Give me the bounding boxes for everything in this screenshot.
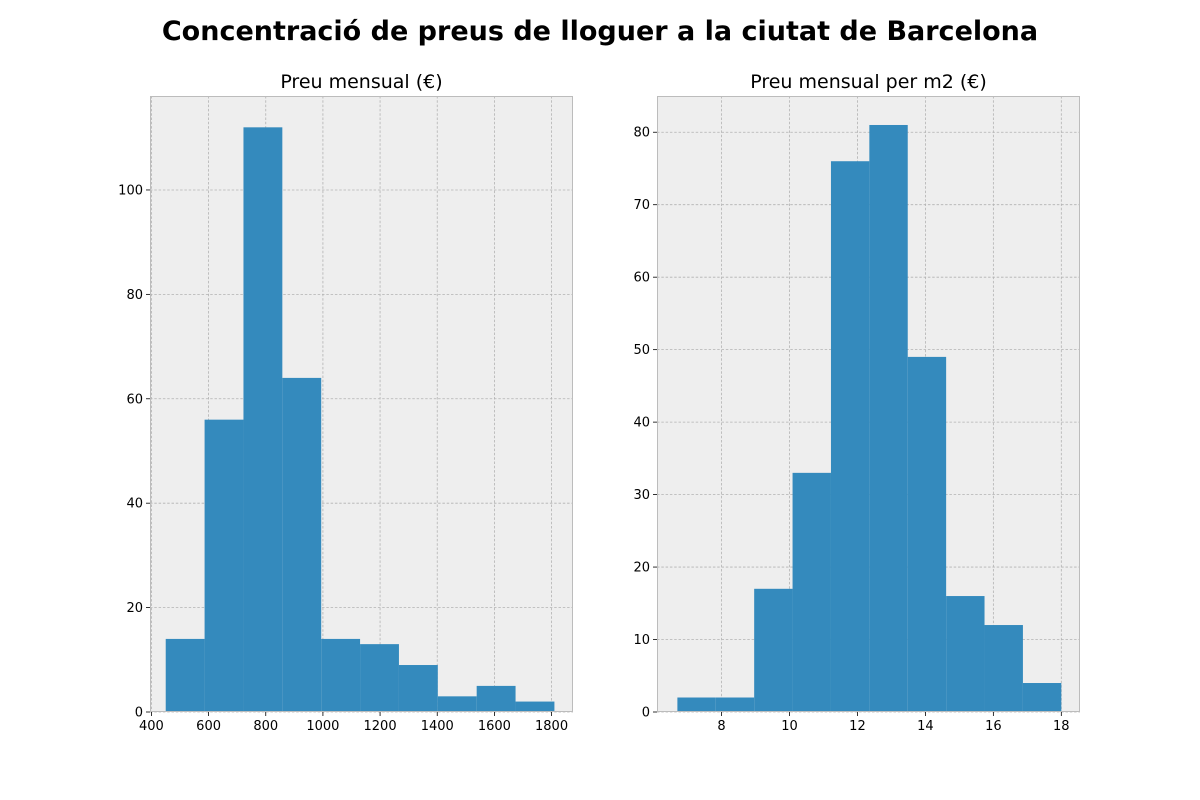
histogram-bar bbox=[476, 685, 516, 712]
histogram-bar bbox=[165, 638, 205, 712]
histogram-bar bbox=[830, 161, 870, 713]
y-tick-label: 60 bbox=[633, 271, 650, 286]
y-tick-label: 40 bbox=[126, 497, 143, 512]
x-tick-label: 1600 bbox=[478, 719, 511, 734]
histogram-monthly-price: Preu mensual (€) 400 600 800 1000 1200 1400 16… bbox=[118, 71, 573, 734]
x-tick-label: 18 bbox=[1053, 719, 1070, 734]
axes-title: Preu mensual per m2 (€) bbox=[750, 71, 987, 93]
x-tick-label: 12 bbox=[849, 719, 866, 734]
axes-title: Preu mensual (€) bbox=[280, 71, 442, 93]
x-tick-label: 800 bbox=[253, 719, 278, 734]
x-tick-label: 600 bbox=[196, 719, 221, 734]
histogram-bar bbox=[715, 697, 755, 712]
histogram-bar bbox=[1022, 683, 1062, 712]
histogram-bar bbox=[677, 697, 716, 712]
axes-frame bbox=[657, 96, 1080, 712]
y-tick-label: 30 bbox=[633, 488, 650, 503]
x-tick-label: 1000 bbox=[306, 719, 339, 734]
y-tick-label: 20 bbox=[633, 561, 650, 576]
histogram-bar bbox=[907, 356, 947, 712]
histogram-bar bbox=[869, 124, 908, 713]
x-tick-label: 16 bbox=[985, 719, 1002, 734]
figure-title: Concentració de preus de lloguer a la ci… bbox=[162, 16, 1038, 47]
histogram-bar bbox=[282, 377, 322, 712]
y-tick-label: 80 bbox=[126, 288, 143, 303]
x-tick-label: 1200 bbox=[364, 719, 397, 734]
histogram-bar bbox=[243, 127, 283, 713]
histogram-bar bbox=[984, 625, 1023, 712]
y-tick-label: 100 bbox=[118, 183, 143, 198]
y-tick-label: 40 bbox=[633, 416, 650, 431]
histogram-bar bbox=[321, 638, 361, 712]
histogram-bar bbox=[754, 588, 793, 712]
y-tick-label: 70 bbox=[633, 198, 650, 213]
y-tick-label: 20 bbox=[126, 601, 143, 616]
y-tick-label: 0 bbox=[135, 706, 143, 721]
x-tick-label: 400 bbox=[139, 719, 164, 734]
histogram-bar bbox=[437, 696, 477, 712]
histogram-price-per-m2: Preu mensual per m2 (€) 8 10 12 14 16 18 0 10 20… bbox=[633, 71, 1080, 734]
x-tick-label: 8 bbox=[717, 719, 725, 734]
histogram-bar bbox=[515, 701, 555, 712]
histogram-bar bbox=[946, 596, 985, 712]
x-tick-label: 10 bbox=[781, 719, 798, 734]
histogram-bar bbox=[204, 419, 244, 712]
y-tick-label: 80 bbox=[633, 126, 650, 141]
y-tick-label: 60 bbox=[126, 392, 143, 407]
y-tick-label: 0 bbox=[642, 706, 650, 721]
histogram-bar bbox=[398, 665, 438, 712]
y-tick-label: 50 bbox=[633, 343, 650, 358]
x-tick-label: 14 bbox=[917, 719, 934, 734]
y-tick-label: 10 bbox=[633, 633, 650, 648]
axes-frame bbox=[150, 96, 573, 712]
histogram-bar bbox=[792, 472, 831, 712]
x-tick-label: 1400 bbox=[421, 719, 454, 734]
x-tick-label: 1800 bbox=[535, 719, 568, 734]
histogram-bar bbox=[360, 644, 399, 712]
